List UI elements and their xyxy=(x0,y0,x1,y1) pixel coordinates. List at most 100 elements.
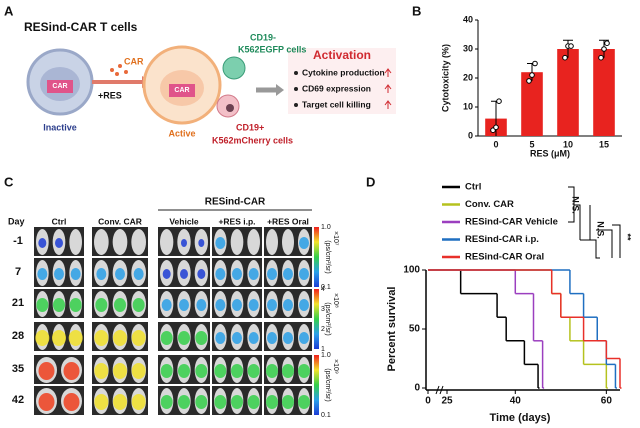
colorbar-tick: 4 xyxy=(321,286,325,293)
signal xyxy=(298,364,310,378)
signal xyxy=(53,298,65,312)
panel-c: C Day RESind-CAR xyxy=(4,174,312,226)
signal xyxy=(283,268,293,280)
colorbar xyxy=(314,289,319,349)
colorbar xyxy=(314,227,319,287)
x-label: Time (days) xyxy=(490,412,551,424)
y-tick-label: 20 xyxy=(463,72,473,82)
point xyxy=(604,40,610,47)
title: RESind-CAR T cells xyxy=(24,20,138,34)
signal xyxy=(131,330,146,346)
signal xyxy=(214,364,227,378)
signal xyxy=(178,364,190,378)
signal xyxy=(266,395,278,409)
colorbar-tick: 0.1 xyxy=(321,284,331,291)
colorbar-tick: 1.0 xyxy=(321,224,331,231)
signal xyxy=(178,331,190,345)
x-tick-label: 25 xyxy=(441,396,453,407)
bullet xyxy=(294,103,298,107)
bar xyxy=(593,49,615,136)
column-header: Conv. CAR xyxy=(98,216,142,226)
label: Inactive xyxy=(43,122,77,132)
point xyxy=(532,60,538,67)
label: Day xyxy=(8,216,25,226)
signal xyxy=(37,268,48,280)
label: RESind-CAR xyxy=(205,197,266,208)
signal xyxy=(38,238,47,248)
signal xyxy=(69,298,82,312)
point xyxy=(562,54,568,61)
label: Active xyxy=(168,128,195,138)
legend-label: RESind-CAR i.p. xyxy=(465,234,539,245)
y-tick-label: 0 xyxy=(468,130,473,140)
signal xyxy=(267,268,277,280)
panel-label: C xyxy=(4,174,14,189)
label: CAR xyxy=(124,56,144,66)
label: Activation xyxy=(313,48,371,62)
signal xyxy=(282,395,294,409)
signal xyxy=(96,268,107,280)
signal xyxy=(181,239,187,247)
signal xyxy=(299,299,309,311)
bullet xyxy=(294,87,298,91)
x-label: RES (μM) xyxy=(530,148,570,158)
bracket xyxy=(580,224,621,259)
point xyxy=(598,54,604,61)
legend-label: Ctrl xyxy=(465,182,481,193)
colorbar-unit: (ps/cm²/sr) xyxy=(324,302,331,335)
signal xyxy=(113,394,127,410)
car-box xyxy=(47,80,73,93)
signal xyxy=(94,363,109,379)
signal xyxy=(248,299,259,311)
signal xyxy=(298,395,310,409)
mouse xyxy=(94,229,109,255)
point xyxy=(526,78,532,84)
point xyxy=(496,98,502,104)
colorbar-tick: 0.1 xyxy=(321,412,331,419)
signal xyxy=(52,330,66,346)
label: CAR xyxy=(52,83,67,90)
signal xyxy=(94,394,109,410)
outcome: CD69 expression xyxy=(302,83,371,93)
signal xyxy=(162,269,171,279)
signal xyxy=(161,299,172,311)
row-label: 35 xyxy=(12,363,24,375)
column-header: +RES Oral xyxy=(267,216,309,226)
outcome: Target cell killing xyxy=(302,99,371,109)
bar xyxy=(557,49,579,136)
signal xyxy=(195,364,208,378)
activation-box xyxy=(288,48,396,114)
x-tick-label: 10 xyxy=(563,139,573,149)
label: K562EGFP cells xyxy=(238,44,306,54)
annotation: ** xyxy=(623,233,633,241)
point xyxy=(493,124,499,131)
signal xyxy=(248,268,259,280)
signal xyxy=(180,269,188,279)
colorbar-unit: (ps/cm²/sr) xyxy=(324,240,331,273)
point xyxy=(529,72,535,78)
row-label: 21 xyxy=(12,297,24,309)
car-box xyxy=(169,84,195,97)
signal xyxy=(299,332,309,344)
outcome: Cytokine production xyxy=(302,67,385,77)
label: CAR xyxy=(174,87,189,94)
signal xyxy=(198,239,205,247)
signal xyxy=(63,362,80,380)
signal xyxy=(232,332,242,344)
mouse xyxy=(69,229,82,255)
axis-break xyxy=(435,385,444,395)
signal xyxy=(197,269,206,279)
signal xyxy=(283,299,293,311)
colorbar xyxy=(314,355,319,415)
colorbar-scale: ×10⁹ xyxy=(332,359,339,374)
panel-label: A xyxy=(4,3,14,18)
signal xyxy=(196,299,207,311)
signal xyxy=(215,237,226,249)
signal xyxy=(195,395,208,409)
signal xyxy=(232,299,242,311)
signal xyxy=(36,298,49,312)
point xyxy=(568,43,574,49)
bracket xyxy=(568,186,591,240)
signal xyxy=(247,395,260,409)
legend-label: RESind-CAR Vehicle xyxy=(465,217,558,228)
